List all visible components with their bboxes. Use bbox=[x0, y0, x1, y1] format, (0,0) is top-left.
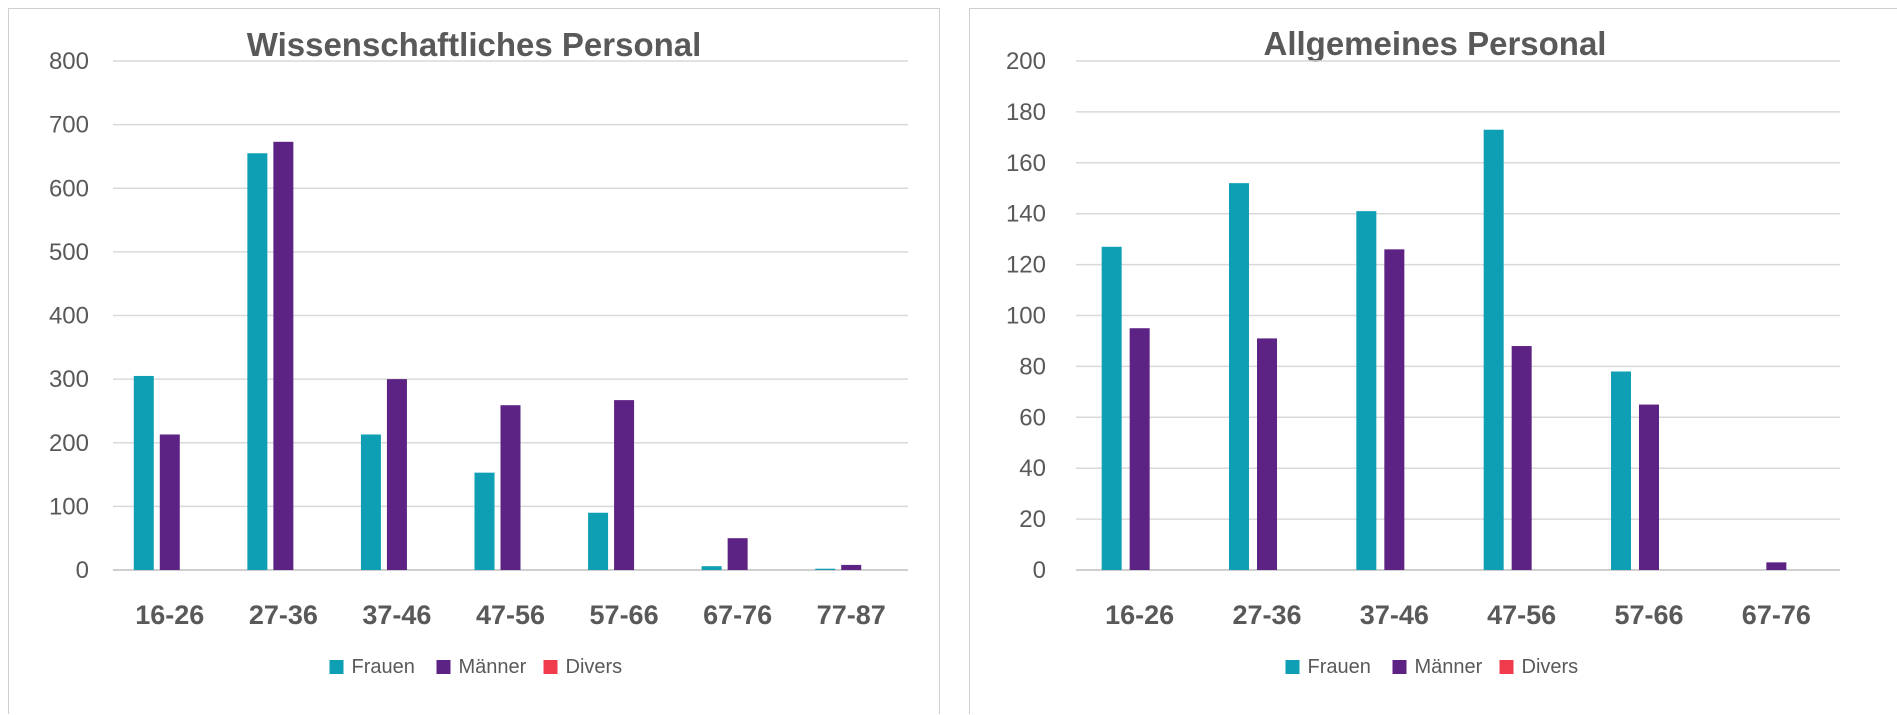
bar-maenner-67-76 bbox=[1766, 562, 1787, 570]
y-tick-label: 700 bbox=[49, 112, 89, 139]
y-tick-label: 200 bbox=[49, 430, 89, 457]
legend-swatch-frauen bbox=[329, 660, 344, 674]
y-tick-label: 80 bbox=[1019, 353, 1046, 380]
legend-swatch-divers bbox=[1499, 660, 1514, 674]
chart-title: Wissenschaftliches Personal bbox=[247, 26, 702, 63]
bar-maenner-16-26 bbox=[1129, 328, 1150, 570]
y-tick-label: 0 bbox=[1033, 557, 1046, 584]
legend-swatch-maenner bbox=[436, 660, 451, 674]
legend-label-divers: Divers bbox=[1522, 656, 1579, 678]
bar-maenner-47-56 bbox=[1511, 346, 1532, 570]
x-tick-label: 67-76 bbox=[1742, 600, 1811, 630]
bar-maenner-27-36 bbox=[273, 141, 294, 570]
y-tick-label: 400 bbox=[49, 303, 89, 330]
legend-label-maenner: Männer bbox=[459, 656, 527, 678]
bar-frauen-57-66 bbox=[1611, 371, 1631, 570]
bar-frauen-57-66 bbox=[588, 512, 609, 570]
bar-frauen-16-26 bbox=[133, 375, 154, 570]
legend-label-maenner: Männer bbox=[1415, 656, 1483, 678]
bar-maenner-16-26 bbox=[159, 434, 180, 570]
x-tick-label: 16-26 bbox=[1105, 600, 1174, 630]
y-tick-label: 160 bbox=[1006, 150, 1046, 177]
bar-frauen-67-76 bbox=[701, 566, 722, 570]
bar-frauen-77-87 bbox=[815, 568, 836, 570]
bar-maenner-57-66 bbox=[1639, 404, 1659, 570]
legend-swatch-maenner bbox=[1392, 660, 1407, 674]
chart-title: Allgemeines Personal bbox=[1264, 25, 1607, 62]
y-tick-label: 120 bbox=[1006, 252, 1046, 279]
chart-panel-allgemein: Allgemeines Personal 0 20 40 60 80 100 120 140 16… bbox=[969, 8, 1897, 714]
x-tick-label: 37-46 bbox=[1360, 600, 1429, 630]
x-tick-label: 27-36 bbox=[1232, 600, 1301, 630]
bar-maenner-37-46 bbox=[386, 379, 407, 570]
y-tick-label: 800 bbox=[49, 48, 89, 75]
chart-panel-wissenschaftlich: Wissenschaftliches Personal 0 100 200 300 400… bbox=[8, 8, 940, 714]
bar-maenner-47-56 bbox=[500, 405, 521, 570]
x-tick-label: 47-56 bbox=[1487, 600, 1556, 630]
x-tick-label: 16-26 bbox=[135, 600, 204, 630]
y-tick-label: 140 bbox=[1006, 201, 1046, 228]
y-tick-label: 600 bbox=[49, 175, 89, 202]
bar-frauen-37-46 bbox=[360, 434, 381, 570]
legend-label-frauen: Frauen bbox=[1308, 656, 1371, 678]
y-tick-label: 0 bbox=[76, 557, 89, 584]
bar-maenner-57-66 bbox=[614, 400, 635, 570]
y-tick-label: 60 bbox=[1019, 404, 1046, 431]
bar-chart-allgemein: Allgemeines Personal 0 20 40 60 80 100 120 140 16… bbox=[1006, 25, 1840, 678]
y-tick-label: 500 bbox=[49, 239, 89, 266]
bar-frauen-37-46 bbox=[1356, 211, 1377, 570]
legend-swatch-divers bbox=[543, 660, 558, 674]
y-tick-label: 180 bbox=[1006, 99, 1046, 126]
y-tick-label: 300 bbox=[49, 366, 89, 393]
x-tick-label: 77-87 bbox=[817, 600, 886, 630]
bar-maenner-77-87 bbox=[841, 564, 862, 570]
bar-maenner-27-36 bbox=[1257, 338, 1277, 570]
legend-label-divers: Divers bbox=[566, 656, 623, 678]
x-tick-label: 27-36 bbox=[249, 600, 318, 630]
y-tick-label: 20 bbox=[1019, 506, 1046, 533]
y-tick-label: 100 bbox=[1006, 303, 1046, 330]
x-tick-label: 37-46 bbox=[362, 600, 431, 630]
bar-maenner-67-76 bbox=[727, 538, 748, 570]
bar-frauen-16-26 bbox=[1101, 246, 1122, 570]
x-tick-label: 67-76 bbox=[703, 600, 772, 630]
legend-label-frauen: Frauen bbox=[352, 656, 415, 678]
x-tick-label: 57-66 bbox=[590, 600, 659, 630]
x-tick-label: 57-66 bbox=[1614, 600, 1683, 630]
x-tick-label: 47-56 bbox=[476, 600, 545, 630]
bar-frauen-27-36 bbox=[1229, 183, 1249, 570]
y-tick-label: 100 bbox=[49, 493, 89, 520]
legend-swatch-frauen bbox=[1285, 660, 1300, 674]
bar-frauen-47-56 bbox=[1483, 129, 1504, 570]
bar-frauen-27-36 bbox=[247, 153, 268, 570]
bar-frauen-47-56 bbox=[474, 472, 495, 570]
bar-chart-wissenschaftlich: Wissenschaftliches Personal 0 100 200 300 400… bbox=[49, 26, 908, 678]
y-tick-label: 40 bbox=[1019, 455, 1046, 482]
bar-maenner-37-46 bbox=[1384, 249, 1405, 570]
y-tick-label: 200 bbox=[1006, 48, 1046, 75]
